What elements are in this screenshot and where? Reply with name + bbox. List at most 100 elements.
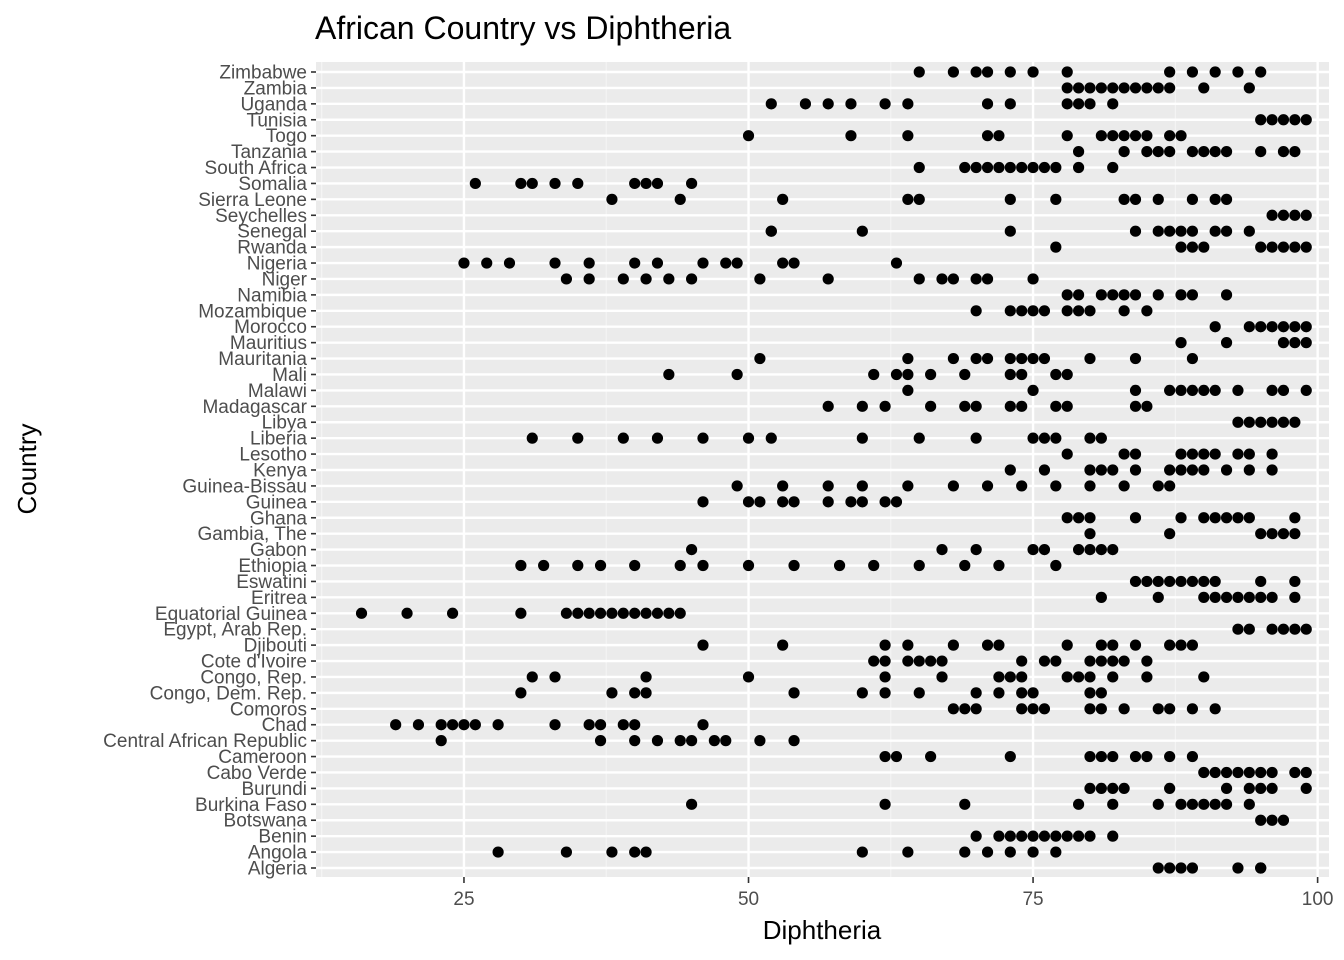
data-point: [1129, 352, 1142, 365]
data-point: [515, 687, 527, 699]
y-tick-label: Liberia: [250, 429, 307, 450]
data-point: [640, 607, 652, 619]
data-point: [1050, 368, 1062, 381]
data-point: [902, 352, 914, 365]
data-point: [1152, 146, 1164, 158]
data-point: [879, 671, 891, 683]
data-point: [1266, 464, 1278, 476]
data-point: [1061, 671, 1073, 683]
data-point: [1255, 114, 1267, 126]
data-point: [1300, 384, 1312, 396]
data-point: [583, 607, 595, 619]
data-point: [1084, 305, 1096, 317]
data-point: [1061, 66, 1073, 78]
data-point: [1129, 448, 1142, 460]
data-point: [845, 496, 857, 508]
data-point: [1072, 830, 1085, 842]
data-point: [1038, 464, 1051, 476]
data-point: [1186, 639, 1199, 651]
data-point: [1050, 193, 1062, 205]
data-point: [1243, 623, 1255, 635]
data-point: [936, 273, 948, 285]
data-point: [742, 559, 755, 572]
data-point: [1004, 66, 1016, 78]
data-point: [469, 719, 481, 731]
data-point: [1129, 575, 1142, 588]
data-point: [651, 177, 664, 190]
data-point: [1186, 575, 1199, 588]
data-point: [788, 496, 800, 508]
data-point: [1016, 400, 1028, 412]
data-point: [1027, 384, 1039, 396]
data-point: [1289, 512, 1301, 524]
data-point: [549, 719, 561, 731]
data-point: [458, 719, 470, 731]
data-point: [981, 639, 994, 651]
data-point: [902, 384, 914, 396]
data-point: [1243, 512, 1255, 524]
data-point: [1084, 703, 1096, 715]
data-point: [1209, 798, 1221, 810]
data-point: [515, 559, 527, 572]
data-point: [1164, 528, 1176, 540]
data-point: [1050, 846, 1062, 858]
data-point: [549, 177, 561, 190]
data-point: [777, 257, 789, 269]
data-point: [606, 607, 618, 619]
data-point: [970, 432, 982, 444]
data-point: [1004, 368, 1016, 381]
data-point: [993, 639, 1005, 651]
data-point: [913, 687, 925, 699]
data-point: [617, 432, 629, 444]
data-point: [1243, 766, 1255, 779]
data-point: [981, 273, 994, 285]
data-point: [1118, 193, 1130, 205]
data-point: [355, 607, 368, 619]
y-tick-label: South Africa: [205, 158, 308, 179]
data-point: [1027, 273, 1039, 285]
data-point: [640, 273, 652, 285]
data-point: [1289, 575, 1301, 588]
data-point: [1152, 225, 1164, 237]
x-tick-label: 50: [738, 889, 759, 910]
data-point: [890, 496, 903, 508]
data-point: [481, 257, 493, 269]
data-point: [697, 496, 709, 508]
data-point: [1175, 464, 1187, 476]
y-tick-label: Equatorial Guinea: [155, 604, 308, 625]
data-point: [1243, 225, 1255, 237]
data-point: [742, 671, 755, 683]
data-point: [663, 273, 675, 285]
data-point: [1175, 130, 1187, 142]
data-point: [1084, 480, 1096, 492]
data-point: [1084, 512, 1096, 524]
x-tick-label: 25: [453, 889, 474, 910]
data-point: [640, 687, 652, 699]
data-point: [1107, 671, 1119, 683]
data-point: [993, 671, 1005, 683]
data-point: [606, 846, 618, 858]
data-point: [674, 559, 686, 572]
data-point: [1107, 130, 1119, 142]
data-point: [947, 273, 959, 285]
data-point: [594, 607, 607, 619]
data-point: [1266, 241, 1278, 253]
data-point: [1164, 146, 1176, 158]
data-point: [1164, 464, 1176, 476]
data-point: [1004, 464, 1016, 476]
data-point: [959, 559, 971, 572]
data-point: [549, 671, 561, 683]
data-point: [1255, 591, 1267, 603]
y-tick-label: Togo: [266, 126, 307, 147]
data-point: [663, 368, 675, 381]
data-point: [925, 655, 937, 667]
data-point: [1255, 782, 1267, 795]
data-point: [1141, 671, 1153, 683]
data-point: [594, 735, 607, 747]
data-point: [1072, 798, 1085, 810]
data-point: [1300, 114, 1312, 126]
data-point: [1220, 464, 1233, 476]
data-point: [1095, 639, 1107, 651]
data-point: [1118, 146, 1130, 158]
data-point: [1095, 289, 1107, 301]
